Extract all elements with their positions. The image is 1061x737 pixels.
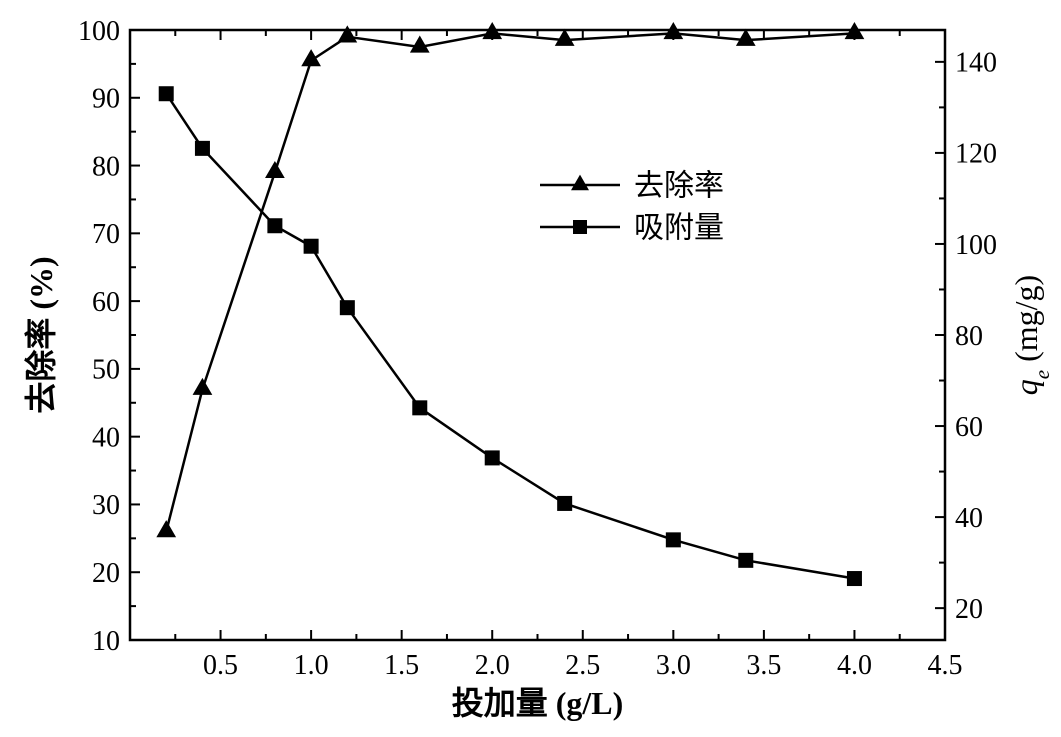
x-tick-label: 0.5 <box>203 650 238 681</box>
square-marker-icon <box>159 87 173 101</box>
square-marker-icon <box>485 451 499 465</box>
triangle-marker-icon <box>411 37 429 53</box>
triangle-marker-icon <box>737 30 755 46</box>
legend-label-0: 去除率 <box>634 170 724 203</box>
legend: 去除率吸附量 <box>540 170 724 245</box>
y-right-tick-label: 120 <box>955 139 997 170</box>
triangle-marker-icon <box>266 162 284 178</box>
square-marker-icon <box>558 496 572 510</box>
y-left-tick-label: 40 <box>92 422 120 453</box>
triangle-marker-icon <box>157 521 175 537</box>
triangle-marker-icon <box>193 379 211 395</box>
triangle-marker-icon <box>556 30 574 46</box>
square-marker-icon <box>847 572 861 586</box>
y-left-tick-label: 100 <box>78 16 120 47</box>
y-left-tick-label: 30 <box>92 490 120 521</box>
plot-border <box>130 30 945 640</box>
x-tick-label: 1.0 <box>294 650 329 681</box>
y-right-tick-label: 100 <box>955 230 997 261</box>
square-marker-icon <box>666 533 680 547</box>
x-axis-ticks: 0.5 1.0 1.5 2.0 2.5 3.0 3.5 4.0 4.5 <box>175 30 962 681</box>
x-tick-label: 3.0 <box>656 650 691 681</box>
x-tick-label: 3.5 <box>746 650 781 681</box>
y-left-tick-label: 60 <box>92 287 120 318</box>
square-marker-icon <box>268 219 282 233</box>
triangle-marker-icon <box>302 50 320 66</box>
series-line-1 <box>166 94 854 579</box>
y-left-tick-label: 70 <box>92 219 120 250</box>
y-right-tick-label: 60 <box>955 412 983 443</box>
y-right-tick-label: 80 <box>955 321 983 352</box>
x-tick-label: 4.0 <box>837 650 872 681</box>
chart-svg: 0.5 1.0 1.5 2.0 2.5 3.0 3.5 4.0 4.5 10 20 30 40 50 60 7… <box>0 0 1061 737</box>
square-marker-icon <box>195 141 209 155</box>
y-left-tick-label: 90 <box>92 84 120 115</box>
series-line-0 <box>166 33 854 531</box>
square-marker-icon <box>739 553 753 567</box>
svg-text:qe (mg/g): qe (mg/g) <box>1008 275 1054 395</box>
chart-container: 0.5 1.0 1.5 2.0 2.5 3.0 3.5 4.0 4.5 10 20 30 40 50 60 7… <box>0 0 1061 737</box>
triangle-marker-icon <box>338 26 356 42</box>
square-marker-icon <box>573 220 587 234</box>
x-tick-label: 1.5 <box>384 650 419 681</box>
y-left-tick-label: 80 <box>92 151 120 182</box>
legend-label-1: 吸附量 <box>634 212 724 245</box>
x-tick-label: 2.0 <box>475 650 510 681</box>
y-right-tick-label: 40 <box>955 503 983 534</box>
square-marker-icon <box>304 239 318 253</box>
x-tick-label: 4.5 <box>928 650 963 681</box>
triangle-marker-icon <box>571 175 589 191</box>
y-left-axis-label: 去除率 (%) <box>23 256 59 413</box>
x-axis-label: 投加量 (g/L) <box>452 685 624 721</box>
y-right-axis-label: qe (mg/g) <box>1008 275 1054 395</box>
y-left-tick-label: 20 <box>92 558 120 589</box>
y-left-tick-label: 50 <box>92 355 120 386</box>
y-right-tick-label: 140 <box>955 48 997 79</box>
y-left-tick-label: 10 <box>92 626 120 657</box>
y-right-tick-label: 20 <box>955 594 983 625</box>
x-tick-label: 2.5 <box>565 650 600 681</box>
square-marker-icon <box>413 401 427 415</box>
square-marker-icon <box>340 301 354 315</box>
